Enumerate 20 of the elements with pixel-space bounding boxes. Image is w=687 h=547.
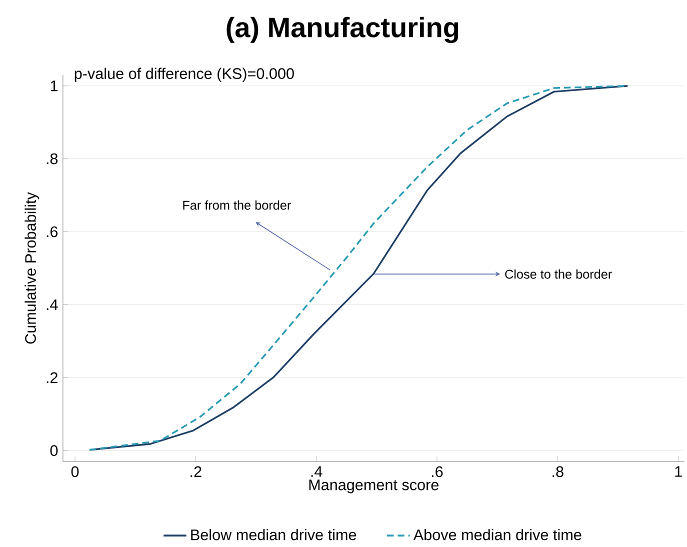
y-tick-label: .4 — [46, 299, 58, 310]
x-tick-label: .6 — [432, 466, 443, 477]
legend-label: Above median drive time — [413, 528, 582, 540]
x-tick-label: 0 — [71, 466, 79, 477]
x-tick-label: .2 — [190, 466, 202, 477]
y-tick-label: .8 — [46, 153, 58, 164]
y-tick-label: .6 — [46, 226, 58, 237]
x-tick-label: 1 — [675, 466, 682, 477]
x-tick-label: .4 — [311, 466, 322, 477]
y-axis-title: Cumulative Probability — [24, 192, 39, 344]
x-tick-label: .8 — [552, 466, 564, 477]
x-axis-title: Management score — [309, 479, 438, 494]
chart-title: (a) Manufacturing — [226, 16, 458, 43]
y-tick-label: 0 — [50, 444, 58, 456]
annotation: Far from the border — [183, 200, 291, 210]
annotation: p-value of difference (KS)=0.000 — [74, 68, 294, 82]
legend-label: Below median drive time — [191, 528, 356, 540]
y-tick-label: 1 — [50, 80, 58, 91]
annotation: Close to the border — [505, 269, 612, 278]
y-tick-label: .2 — [46, 372, 58, 383]
